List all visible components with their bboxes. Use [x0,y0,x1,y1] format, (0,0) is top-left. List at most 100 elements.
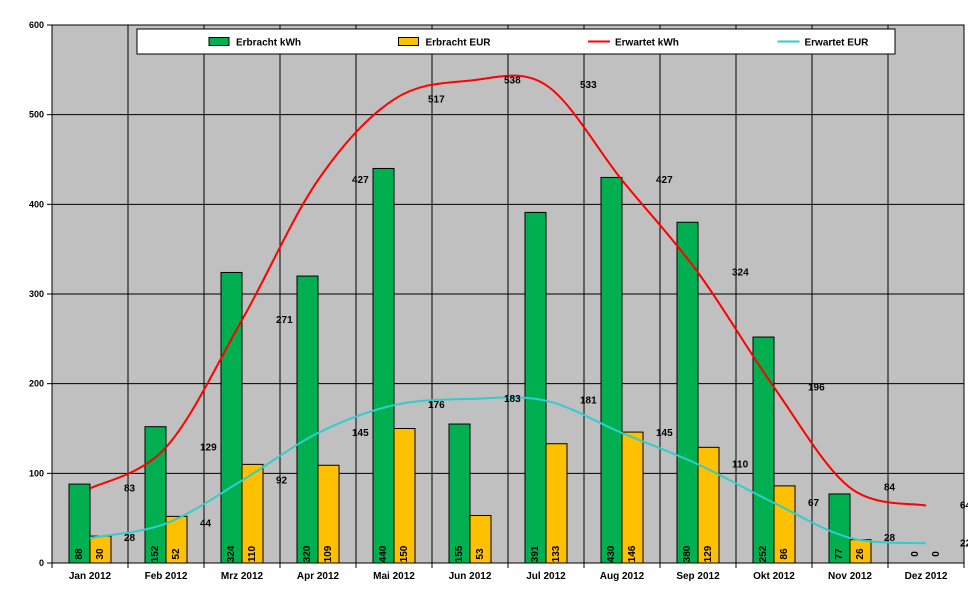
x-tick-label: Dez 2012 [905,571,948,582]
bar [752,336,775,564]
y-tick-label: 300 [29,289,44,299]
line-value-label: 67 [808,498,820,509]
bar-value-label: 440 [378,545,389,562]
x-tick-label: Apr 2012 [297,571,340,582]
bar [68,483,91,564]
bars [68,167,872,564]
bar [144,426,167,564]
bar-value-label: 88 [74,548,85,560]
bar [393,428,416,564]
bar-value-label: 86 [779,548,790,560]
bar-value-label: 133 [551,545,562,562]
bar-value-label: 155 [454,545,465,562]
bar-value-label: 380 [682,545,693,562]
bar [448,423,471,564]
x-tick-label: Nov 2012 [828,571,872,582]
bar-value-label: 0 [931,551,942,557]
line-value-label: 84 [884,483,896,494]
series-line [89,74,927,507]
legend-label: Erbracht EUR [426,38,492,49]
bar-value-label: 430 [606,545,617,562]
bar [296,275,319,564]
bar-value-label: 152 [150,545,161,562]
x-tick-label: Jul 2012 [526,571,566,582]
bar-value-label: 391 [530,545,541,562]
bar [545,443,568,564]
bar [828,493,851,564]
line-value-label: 538 [504,76,521,87]
x-tick-label: Mrz 2012 [221,571,264,582]
y-tick-label: 400 [29,199,44,209]
bar [241,463,264,564]
legend-label: Erwartet EUR [805,38,870,49]
legend-label: Erwartet kWh [615,38,679,49]
line-value-label: 181 [580,396,597,407]
bar-value-label: 26 [855,548,866,560]
line-value-label: 28 [124,533,136,544]
legend-box [136,28,896,55]
bar [317,464,340,564]
line-value-label: 129 [200,442,217,453]
bar [524,211,547,564]
bar-value-label: 324 [226,545,237,562]
series-line [89,396,927,545]
bar-value-label: 52 [171,548,182,560]
line-value-label: 324 [732,267,749,278]
bar [676,221,699,564]
x-tick-label: Feb 2012 [145,571,188,582]
bar-value-label: 110 [247,545,258,562]
bar [621,431,644,564]
bar-value-label: 30 [95,548,106,560]
bar-value-label: 109 [323,545,334,562]
line-value-label: 427 [656,175,673,186]
x-tick-label: Aug 2012 [600,571,645,582]
line-value-label: 427 [352,175,369,186]
bar [600,176,623,564]
y-tick-label: 500 [29,110,44,120]
line-value-label: 110 [732,459,749,470]
line-value-label: 145 [352,428,369,439]
line-value-label: 28 [884,533,896,544]
bar-value-label: 320 [302,545,313,562]
line-value-label: 271 [276,315,293,326]
data-labels: 88 152 324 320 440 155 391 430 380 252 77 030 52 110 1… [74,76,968,563]
y-tick-label: 100 [29,468,44,478]
legend-label: Erbracht kWh [236,38,301,49]
x-tick-label: Mai 2012 [373,571,415,582]
bar [697,446,720,564]
bar-value-label: 77 [834,548,845,560]
x-tick-label: Sep 2012 [676,571,720,582]
bar-value-label: 53 [475,548,486,560]
line-value-label: 183 [504,394,521,405]
x-tick-label: Jan 2012 [69,571,112,582]
bar [165,515,188,564]
line-value-label: 44 [200,519,212,530]
y-tick-label: 0 [39,558,44,568]
line-value-label: 92 [276,476,288,487]
x-tick-label: Jun 2012 [449,571,492,582]
line-value-label: 22 [960,538,968,549]
y-tick-label: 600 [29,20,44,30]
line-value-label: 533 [580,80,597,91]
bar [469,514,492,564]
line-value-label: 517 [428,94,445,105]
bar-value-label: 129 [703,545,714,562]
bar-value-label: 146 [627,545,638,562]
legend-swatch [208,37,230,46]
x-tick-label: Okt 2012 [753,571,795,582]
line-value-label: 64 [960,501,968,512]
line-value-label: 145 [656,428,673,439]
legend: Erbracht kWh Erbracht EUR Erwartet kWh Erwa… [136,28,896,55]
bar-value-label: 0 [910,551,921,557]
line-value-label: 176 [428,400,445,411]
line-value-label: 196 [808,382,825,393]
bar [372,167,395,564]
bar-value-label: 150 [399,545,410,562]
line-value-label: 83 [124,484,136,495]
legend-swatch [398,37,419,46]
bar-value-label: 252 [758,545,769,562]
y-tick-label: 200 [29,379,44,389]
